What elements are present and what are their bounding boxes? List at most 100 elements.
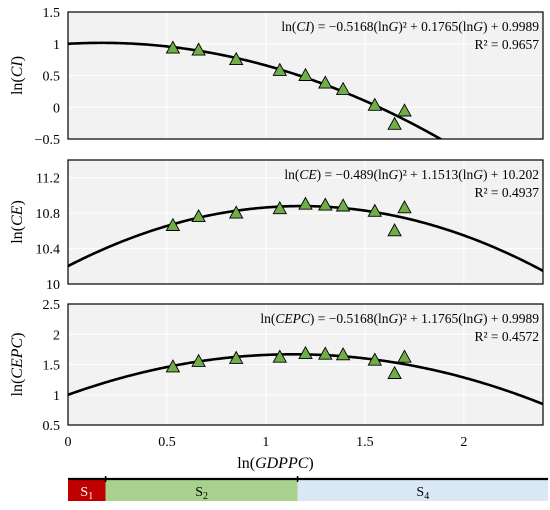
- eq-part: ln(: [284, 167, 300, 182]
- x-tick-label: 2: [460, 435, 467, 450]
- y-tick-label: 2: [53, 328, 60, 343]
- eq-part: ) = −0.489(ln: [317, 167, 389, 182]
- eq-variable: CEPC: [275, 311, 310, 326]
- eq-variable: G: [473, 311, 483, 326]
- r-squared: R² = 0.4572: [474, 329, 539, 344]
- data-point: [318, 346, 333, 360]
- data-point: [397, 103, 412, 117]
- data-point: [367, 352, 383, 366]
- data-point: [272, 200, 288, 215]
- data-point: [272, 349, 288, 363]
- data-point: [191, 42, 206, 56]
- data-point: [165, 217, 181, 231]
- data-point: [397, 200, 412, 214]
- y-label-prefix: ln(: [9, 379, 26, 397]
- data-point: [165, 40, 181, 54]
- data-point: [367, 203, 383, 217]
- x-tick-label: 1: [262, 435, 269, 450]
- eq-variable: G: [473, 167, 483, 182]
- y-tick-label: 10.8: [36, 207, 61, 222]
- plot-frame: [67, 11, 544, 140]
- stage-segment-s4: [297, 479, 548, 501]
- y-axis-label: ln(CEPC): [9, 333, 26, 397]
- stage-subscript: 4: [424, 491, 429, 502]
- stage-subscript: 2: [203, 491, 208, 502]
- stage-name: S: [416, 485, 424, 500]
- data-point: [165, 359, 181, 373]
- data-point: [228, 51, 244, 66]
- eq-variable: CE: [299, 167, 317, 182]
- y-label-suffix: ): [9, 200, 26, 205]
- y-tick-label: 11.2: [36, 172, 60, 187]
- stage-label: S4: [416, 485, 429, 502]
- eq-part: )² + 0.1765(ln: [398, 19, 473, 34]
- x-label-variable: GDPPC: [255, 455, 309, 472]
- chart-panel-1: 1.510.50−0.5ln(CI)ln(CI) = −0.5168(lnG)²…: [9, 6, 544, 148]
- stage-name: S: [195, 485, 203, 500]
- regression-equation: ln(CI) = −0.5168(lnG)² + 0.1765(lnG) + 0…: [281, 19, 539, 34]
- y-tick-label: 10.4: [36, 243, 61, 258]
- y-axis-label: ln(CE): [9, 200, 26, 244]
- y-label-suffix: ): [9, 56, 26, 61]
- data-point: [298, 196, 313, 210]
- data-point: [335, 198, 351, 212]
- stage-name: S: [80, 485, 88, 500]
- data-point: [298, 345, 313, 360]
- regression-equation: ln(CEPC) = −0.5168(lnG)² + 1.1765(lnG) +…: [260, 311, 539, 326]
- y-tick-label: −0.5: [35, 133, 60, 148]
- data-point: [335, 347, 351, 361]
- stage-subscript: 1: [88, 491, 93, 502]
- chart-panel-3: 2.521.510.5ln(CEPC)ln(CEPC) = −0.5168(ln…: [9, 298, 544, 434]
- y-tick-label: 0.5: [43, 419, 61, 434]
- chart-panels: 1.510.50−0.5ln(CI)ln(CI) = −0.5168(lnG)²…: [9, 6, 544, 434]
- stage-segment-s1: [68, 479, 106, 501]
- eq-variable: G: [388, 19, 398, 34]
- y-tick-label: 2.5: [43, 298, 61, 313]
- stage-segment-s2: [105, 479, 298, 501]
- regression-equation: ln(CE) = −0.489(lnG)² + 1.1513(lnG) + 10…: [284, 167, 539, 182]
- data-point: [228, 350, 244, 364]
- eq-variable: G: [473, 19, 483, 34]
- y-tick-label: 1: [53, 38, 60, 53]
- gridlines: [68, 304, 543, 425]
- stage-label: S2: [195, 485, 208, 502]
- y-tick-label: 1: [53, 389, 60, 404]
- y-tick-label: 10: [46, 278, 60, 293]
- data-point: [191, 353, 206, 367]
- eq-part: )² + 1.1513(ln: [398, 167, 473, 182]
- y-tick-label: 1.5: [43, 6, 61, 21]
- stage-bar: S1 S2 S4: [68, 476, 548, 502]
- gridlines: [68, 160, 543, 284]
- eq-part: ) + 0.9989: [483, 311, 539, 326]
- eq-part: ) = −0.5168(ln: [310, 19, 389, 34]
- y-tick-label: 1.5: [43, 359, 61, 374]
- plot-frame: [67, 159, 544, 285]
- eq-part: ) + 0.9989: [483, 19, 539, 34]
- data-point: [387, 116, 402, 130]
- stage-label: S1: [80, 485, 93, 502]
- y-label-variable: CI: [9, 61, 26, 78]
- eq-part: ln(: [260, 311, 276, 326]
- y-axis-label: ln(CI): [9, 56, 26, 95]
- eq-part: ln(: [281, 19, 297, 34]
- x-axis: 0 0.5 1 1.5 2 ln(GDPPC): [65, 435, 468, 472]
- x-label-suffix: ): [308, 455, 313, 472]
- eq-variable: G: [388, 311, 398, 326]
- y-label-variable: CEPC: [9, 338, 26, 379]
- data-point: [272, 62, 288, 76]
- y-tick-label: 0.5: [43, 70, 61, 85]
- x-tick-label: 0: [65, 435, 72, 450]
- x-axis-label: ln(GDPPC): [237, 455, 313, 472]
- x-tick-label: 1.5: [356, 435, 374, 450]
- data-point: [228, 205, 244, 219]
- data-point: [318, 197, 333, 211]
- eq-variable: G: [388, 167, 398, 182]
- data-point: [335, 81, 351, 95]
- y-tick-label: 0: [53, 101, 60, 116]
- y-label-prefix: ln(: [9, 226, 26, 244]
- eq-part: ) = −0.5168(ln: [310, 311, 389, 326]
- r-squared: R² = 0.9657: [474, 37, 539, 52]
- eq-part: ) + 10.202: [483, 167, 539, 182]
